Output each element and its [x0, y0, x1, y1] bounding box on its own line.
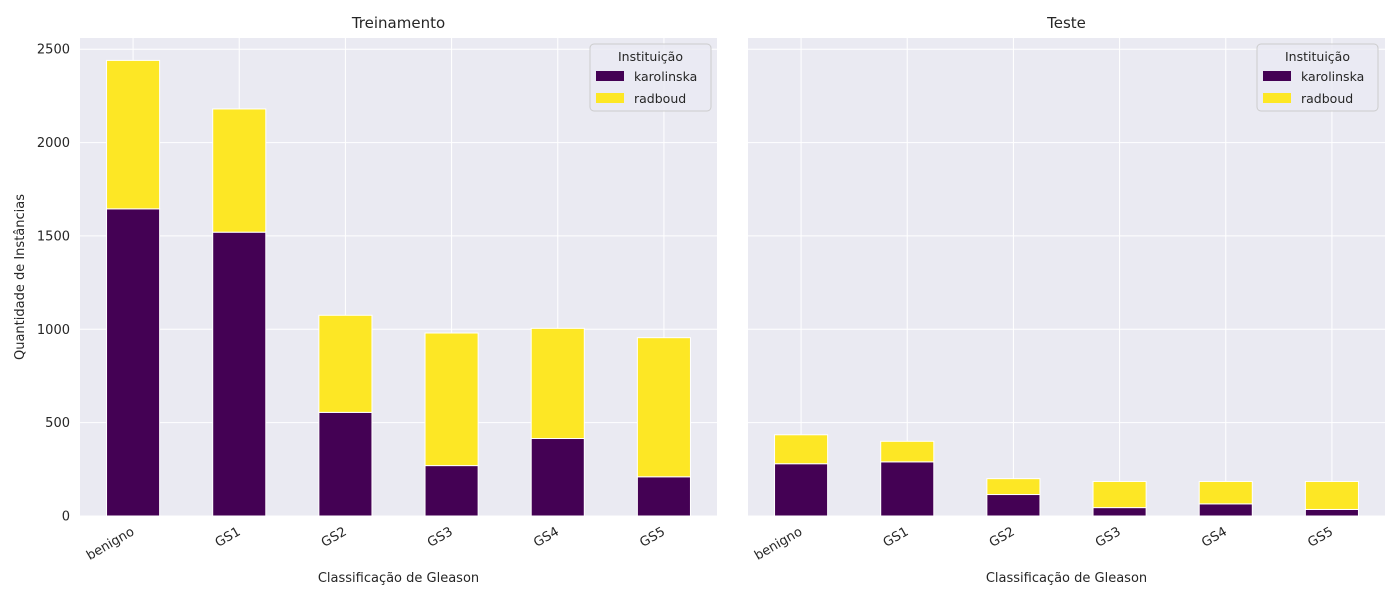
- y-tick-label: 1000: [37, 323, 70, 338]
- bar-karolinska-GS5: [1304, 508, 1359, 517]
- y-tick-labels: 0 500 1000 1500 2000 2500: [37, 43, 70, 525]
- chart-title: Treinamento: [351, 14, 445, 32]
- legend-swatch-radboud: [1263, 93, 1291, 103]
- bar-karolinska-GS2: [318, 411, 373, 517]
- bar-radboud-benigno: [774, 434, 829, 465]
- chart-title: Teste: [1046, 14, 1086, 32]
- y-tick-label: 2000: [37, 136, 70, 151]
- bar-radboud-GS3: [424, 332, 479, 467]
- bar-radboud-GS4: [530, 327, 585, 440]
- bar-karolinska-GS1: [880, 461, 935, 517]
- bar-radboud-GS2: [986, 478, 1041, 496]
- y-tick-label: 0: [62, 510, 70, 525]
- legend-swatch-karolinska: [1263, 71, 1291, 81]
- y-tick-label: 500: [45, 416, 70, 431]
- legend: Instituição karolinska radboud: [1256, 43, 1379, 112]
- bar-karolinska-GS3: [424, 465, 479, 517]
- bar-karolinska-GS1: [212, 231, 267, 517]
- bar-karolinska-benigno: [106, 208, 161, 517]
- legend-label-karolinska: karolinska: [634, 69, 697, 84]
- bar-karolinska-GS4: [1198, 503, 1253, 517]
- legend-label-radboud: radboud: [634, 91, 686, 106]
- bar-radboud-GS5: [1304, 480, 1359, 510]
- bar-karolinska-GS5: [636, 476, 691, 517]
- x-axis-label: Classificação de Gleason: [986, 571, 1147, 586]
- bar-radboud-GS5: [636, 337, 691, 478]
- bar-radboud-GS3: [1092, 480, 1147, 509]
- legend-swatch-radboud: [596, 93, 624, 103]
- y-axis-label: Quantidade de Instâncias: [13, 194, 28, 360]
- bar-radboud-GS1: [212, 108, 267, 233]
- legend-title: Instituição: [1285, 49, 1350, 64]
- bar-radboud-GS1: [880, 440, 935, 463]
- bar-radboud-GS2: [318, 314, 373, 413]
- bar-karolinska-GS2: [986, 494, 1041, 517]
- bar-radboud-benigno: [106, 59, 161, 210]
- plot-area: [80, 38, 717, 516]
- x-axis-label: Classificação de Gleason: [318, 571, 479, 586]
- bars: [106, 59, 691, 517]
- legend-label-karolinska: karolinska: [1301, 69, 1364, 84]
- legend-swatch-karolinska: [596, 71, 624, 81]
- legend-title: Instituição: [618, 49, 683, 64]
- bar-radboud-GS4: [1198, 480, 1253, 505]
- bar-karolinska-GS3: [1092, 507, 1147, 517]
- legend-label-radboud: radboud: [1301, 91, 1353, 106]
- bar-karolinska-GS4: [530, 438, 585, 517]
- bar-karolinska-benigno: [774, 463, 829, 517]
- bars: [774, 434, 1359, 517]
- y-tick-label: 2500: [37, 43, 70, 58]
- legend: Instituição karolinska radboud: [589, 43, 712, 112]
- y-tick-label: 1500: [37, 229, 70, 244]
- chart-panel-test: benigno GS1 GS2 GS3 GS4 GS5 Teste Classificaç…: [748, 14, 1385, 586]
- plot-area: [748, 38, 1385, 516]
